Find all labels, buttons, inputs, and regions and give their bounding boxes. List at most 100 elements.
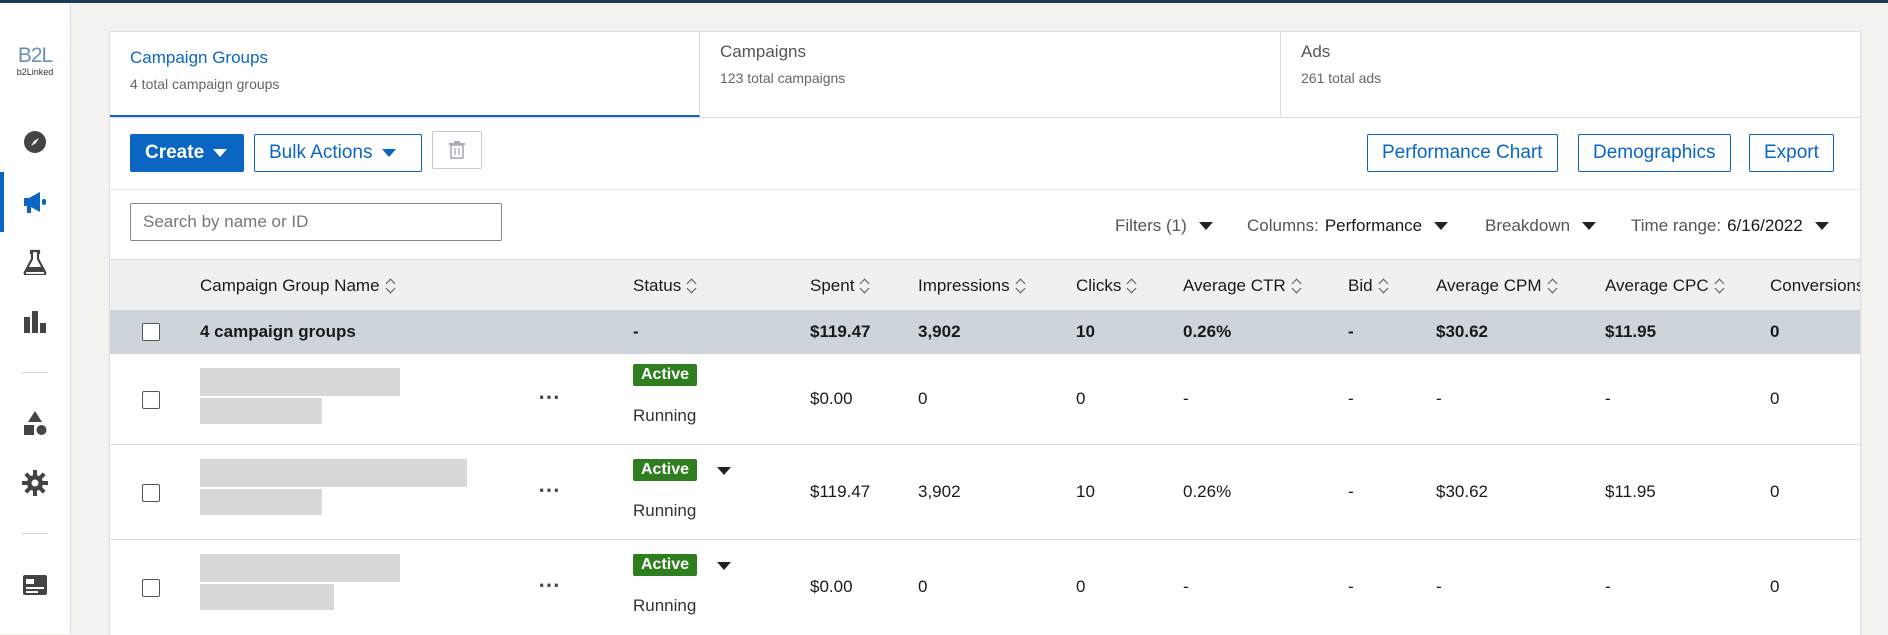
more-options-icon[interactable]: ⋯ <box>538 572 561 597</box>
run-state: Running <box>633 406 697 425</box>
redacted-name-placeholder <box>200 368 400 396</box>
status-badge[interactable]: Active <box>633 459 698 481</box>
tab-campaigns[interactable]: Campaigns 123 total campaigns <box>700 32 1281 117</box>
cell-average-ctr: - <box>1183 389 1189 408</box>
tab-subtitle: 4 total campaign groups <box>130 76 280 92</box>
create-button-label: Create <box>145 142 205 163</box>
sidebar-divider <box>22 533 48 534</box>
column-header-clicks[interactable]: Clicks <box>1076 276 1137 296</box>
flask-icon[interactable] <box>0 242 70 282</box>
column-header-average-cpm[interactable]: Average CPM <box>1436 276 1558 296</box>
cell-average-cpm: $30.62 <box>1436 482 1488 501</box>
bar-chart-icon[interactable] <box>0 302 70 342</box>
summary-spent: $119.47 <box>810 322 871 341</box>
table-row[interactable]: ⋯ Active Running $0.00 0 0 - - - - 0 <box>110 540 1860 635</box>
sidebar: B2L b2Linked <box>0 3 71 634</box>
summary-name: 4 campaign groups <box>200 322 356 341</box>
sort-icon <box>1715 279 1725 293</box>
cell-bid: - <box>1348 482 1354 501</box>
filters-dropdown[interactable]: Filters (1) <box>1115 216 1213 236</box>
cell-bid: - <box>1348 389 1354 408</box>
export-button[interactable]: Export <box>1749 134 1834 172</box>
cell-spent: $0.00 <box>810 577 853 596</box>
more-options-icon[interactable]: ⋯ <box>538 477 561 502</box>
time-range-dropdown[interactable]: Time range: 6/16/2022 <box>1631 216 1829 236</box>
sort-icon <box>1379 279 1389 293</box>
compass-icon[interactable] <box>0 122 70 162</box>
time-range-value: 6/16/2022 <box>1727 216 1803 235</box>
column-label: Clicks <box>1076 276 1122 295</box>
summary-conversions: 0 <box>1770 322 1780 341</box>
tab-campaign-groups[interactable]: Campaign Groups 4 total campaign groups <box>110 32 700 117</box>
demographics-label: Demographics <box>1593 142 1716 163</box>
table-row[interactable]: ⋯ Active Running $119.47 3,902 10 0.26% … <box>110 445 1860 540</box>
column-header-average-ctr[interactable]: Average CTR <box>1183 276 1302 296</box>
column-label: Status <box>633 276 682 295</box>
chevron-down-icon[interactable] <box>717 467 731 475</box>
summary-row: 4 campaign groups - $119.47 3,902 10 0.2… <box>110 310 1860 354</box>
billing-card-icon[interactable] <box>0 565 70 605</box>
redacted-id-placeholder <box>200 584 334 610</box>
column-header-average-cpc[interactable]: Average CPC <box>1605 276 1725 296</box>
campaign-manager-panel: Campaign Groups 4 total campaign groups … <box>109 31 1861 635</box>
chevron-down-icon <box>1582 222 1597 230</box>
chevron-down-icon[interactable] <box>717 562 731 570</box>
cell-average-cpc: - <box>1605 577 1611 596</box>
row-checkbox[interactable] <box>142 391 160 409</box>
performance-chart-button[interactable]: Performance Chart <box>1367 134 1558 172</box>
search-input[interactable] <box>130 203 502 241</box>
status-badge: Active <box>633 364 698 386</box>
shapes-icon[interactable] <box>0 403 70 443</box>
summary-average-cpc: $11.95 <box>1605 322 1657 341</box>
cell-clicks: 0 <box>1076 577 1086 596</box>
tab-bar: Campaign Groups 4 total campaign groups … <box>110 32 1860 118</box>
run-state: Running <box>633 501 697 520</box>
column-header-conversions[interactable]: Conversions <box>1770 276 1860 296</box>
cell-bid: - <box>1348 577 1354 596</box>
filter-bar: Filters (1) Columns: Performance Breakdo… <box>110 189 1860 259</box>
more-options-icon[interactable]: ⋯ <box>538 384 561 409</box>
column-header-impressions[interactable]: Impressions <box>918 276 1026 296</box>
tab-title: Ads <box>1301 42 1331 61</box>
cell-average-cpm: - <box>1436 389 1442 408</box>
column-label: Conversions <box>1770 276 1860 295</box>
cell-conversions: 0 <box>1770 577 1780 596</box>
select-all-checkbox[interactable] <box>142 323 160 341</box>
create-button[interactable]: Create <box>130 134 244 172</box>
gear-icon[interactable] <box>0 463 70 503</box>
cell-average-cpm: - <box>1436 577 1442 596</box>
row-checkbox[interactable] <box>142 579 160 597</box>
sort-icon <box>687 279 697 293</box>
delete-button[interactable] <box>432 131 482 169</box>
column-header-name[interactable]: Campaign Group Name <box>200 276 396 296</box>
cell-clicks: 10 <box>1076 482 1095 501</box>
column-header-status[interactable]: Status <box>633 276 697 296</box>
cell-impressions: 3,902 <box>918 482 961 501</box>
tab-title: Campaign Groups <box>130 48 268 67</box>
column-header-spent[interactable]: Spent <box>810 276 870 296</box>
tab-ads[interactable]: Ads 261 total ads <box>1281 32 1860 117</box>
performance-chart-label: Performance Chart <box>1382 142 1543 163</box>
column-label: Average CPM <box>1436 276 1542 295</box>
sort-icon <box>1292 279 1302 293</box>
cell-conversions: 0 <box>1770 389 1780 408</box>
megaphone-icon[interactable] <box>0 172 70 232</box>
row-checkbox[interactable] <box>142 484 160 502</box>
brand-logo[interactable]: B2L b2Linked <box>12 45 58 85</box>
summary-average-cpm: $30.62 <box>1436 322 1488 341</box>
cell-average-ctr: 0.26% <box>1183 482 1232 501</box>
bulk-actions-button[interactable]: Bulk Actions <box>254 134 422 172</box>
demographics-button[interactable]: Demographics <box>1578 134 1731 172</box>
chevron-down-icon <box>213 149 228 157</box>
run-state: Running <box>633 596 697 615</box>
breakdown-dropdown[interactable]: Breakdown <box>1485 216 1597 236</box>
columns-label: Columns: <box>1247 216 1319 235</box>
columns-value: Performance <box>1324 216 1423 235</box>
status-badge[interactable]: Active <box>633 554 698 576</box>
cell-average-cpc: - <box>1605 389 1611 408</box>
column-header-bid[interactable]: Bid <box>1348 276 1389 296</box>
chevron-down-icon <box>1814 222 1829 230</box>
table-row[interactable]: ⋯ Active Running $0.00 0 0 - - - - 0 <box>110 354 1860 445</box>
columns-dropdown[interactable]: Columns: Performance <box>1247 216 1449 236</box>
cell-conversions: 0 <box>1770 482 1780 501</box>
